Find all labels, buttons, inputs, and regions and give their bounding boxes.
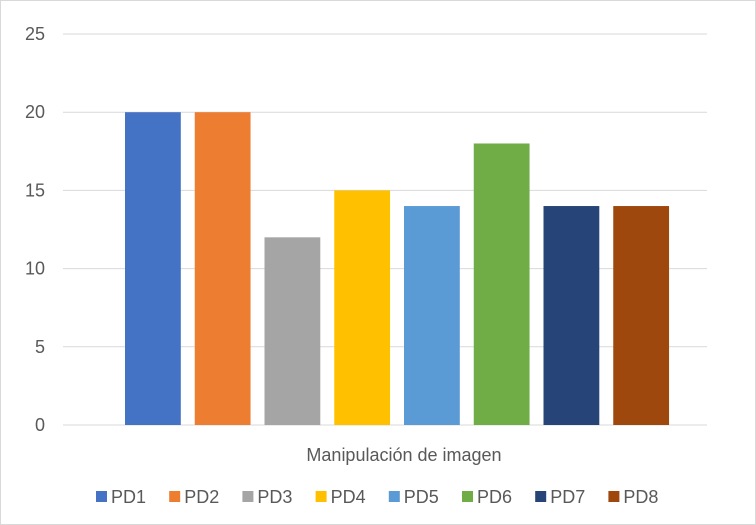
x-axis-labels: Manipulación de imagen: [306, 445, 501, 465]
legend-swatch-pd8: [608, 491, 620, 502]
x-axis-category-label: Manipulación de imagen: [306, 445, 501, 465]
legend-swatch-pd7: [535, 491, 547, 502]
y-tick-label: 15: [25, 180, 45, 200]
legend-label-pd8: PD8: [623, 487, 658, 507]
legend-swatch-pd3: [242, 491, 254, 502]
legend-label-pd7: PD7: [550, 487, 585, 507]
bar-pd2: [194, 112, 251, 425]
y-tick-label: 5: [35, 337, 45, 357]
y-tick-label: 25: [25, 24, 45, 44]
y-tick-label: 10: [25, 259, 45, 279]
bars: [125, 112, 670, 426]
bar-pd8: [613, 206, 670, 425]
legend-label-pd6: PD6: [477, 487, 512, 507]
legend-swatch-pd2: [169, 491, 181, 502]
legend-swatch-pd1: [96, 491, 107, 502]
legend: PD1 PD2 PD3 PD4 PD5 PD6 PD7 PD8: [96, 487, 658, 507]
legend-swatch-pd6: [462, 491, 473, 502]
y-tick-label: 0: [35, 415, 45, 435]
legend-label-pd3: PD3: [257, 487, 292, 507]
bar-pd1: [125, 112, 181, 425]
y-tick-label: 20: [25, 102, 45, 122]
legend-label-pd2: PD2: [184, 487, 219, 507]
bar-pd3: [264, 237, 321, 425]
legend-label-pd4: PD4: [331, 487, 366, 507]
legend-swatch-pd5: [388, 491, 400, 502]
bar-pd5: [404, 206, 460, 425]
legend-label-pd5: PD5: [404, 487, 439, 507]
legend-label-pd1: PD1: [111, 487, 146, 507]
bar-pd6: [473, 143, 530, 426]
y-axis-ticks: 0 5 10 15 20 25: [25, 24, 45, 435]
bar-pd4: [334, 190, 391, 425]
legend-swatch-pd4: [315, 491, 327, 502]
bar-pd7: [543, 206, 600, 425]
